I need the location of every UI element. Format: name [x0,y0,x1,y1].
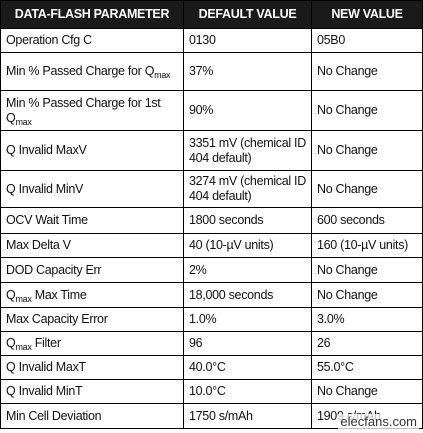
table-row: Q Invalid MaxT 40.0°C 55.0°C [0,355,423,380]
table-cell: No Change [311,282,423,308]
subscript: max [15,293,32,304]
table-cell: 05B0 [311,28,423,53]
table-row: DOD Capacity Err 2% No Change [0,257,423,283]
table-cell: 40.0°C [183,355,312,380]
header-row: DATA-FLASH PARAMETER DEFAULT VALUE NEW VAL… [0,0,423,29]
header-cell: NEW VALUE [311,0,423,29]
cell-text: Max Time [31,287,87,302]
table-cell: Q Invalid MinT [0,379,184,404]
table-cell: Max Capacity Error [0,307,184,332]
table-cell: 18,000 seconds [183,282,312,308]
table-cell: No Change [311,52,423,91]
table-cell: OCV Wait Time [0,207,184,234]
table-cell: Operation Cfg C [0,28,184,53]
table-cell: 1750 s/mAh [183,403,312,429]
table-row: Max Capacity Error 1.0% 3.0% [0,307,423,332]
subscript: max [154,70,171,80]
watermark: elecfans.com [338,414,419,429]
table-row: Q Invalid MinT 10.0°C No Change [0,379,423,404]
table-cell: 2% [183,257,312,283]
table-row: Q Invalid MaxV 3351 mV (chemical ID 404 d… [0,130,423,171]
table-cell: 90% [183,90,312,131]
cell-text: Q [6,287,16,302]
table-cell: 40 (10-µV units) [183,233,312,258]
table-cell: 1.0% [183,307,312,332]
table-cell: No Change [311,130,423,171]
table-row: Q Invalid MinV 3274 mV (chemical ID 404 d… [0,170,423,208]
table-row: Operation Cfg C 0130 05B0 [0,28,423,53]
table-cell: 1800 seconds [183,207,312,234]
table-cell: 0130 [183,28,312,53]
subscript: max [15,116,32,127]
cell-text: Q [6,336,16,350]
cell-text: Filter [31,336,61,350]
table-cell: Q Invalid MaxT [0,355,184,380]
table-cell: Max Delta V [0,233,184,258]
table-cell: Min % Passed Charge for Qmax [0,52,184,91]
table-cell: 37% [183,52,312,91]
table-cell: No Change [311,257,423,283]
table-cell: 3274 mV (chemical ID 404 default) [183,170,312,208]
table-cell: Min Cell Deviation [0,403,184,429]
table-cell: 3.0% [311,307,423,332]
table-cell: Q Invalid MinV [0,170,184,208]
table-cell: No Change [311,170,423,208]
table-cell: 55.0°C [311,355,423,380]
table-cell: Q Invalid MaxV [0,130,184,171]
subscript: max [15,342,32,352]
table-cell: 3351 mV (chemical ID 404 default) [183,130,312,171]
header-cell: DATA-FLASH PARAMETER [0,0,184,29]
table-cell: 96 [183,331,312,356]
cell-text: Min % Passed Charge for 1st Q [6,95,161,125]
header-cell: DEFAULT VALUE [183,0,312,29]
table-cell: 26 [311,331,423,356]
table-row: Qmax Filter 96 26 [0,331,423,356]
table-cell: 10.0°C [183,379,312,404]
table-row: Max Delta V 40 (10-µV units) 160 (10-µV un… [0,233,423,258]
cell-text: Min % Passed Charge for Q [6,64,155,78]
table-cell: Qmax Filter [0,331,184,356]
table-cell: No Change [311,379,423,404]
table-row: Min % Passed Charge for 1st Qmax 90% No Ch… [0,90,423,131]
table-row: Min % Passed Charge for Qmax 37% No Change [0,52,423,91]
table-cell: 600 seconds [311,207,423,234]
table-cell: DOD Capacity Err [0,257,184,283]
table-row: OCV Wait Time 1800 seconds 600 seconds [0,207,423,234]
table-cell: Qmax Max Time [0,282,184,308]
table-cell: 160 (10-µV units) [311,233,423,258]
table-cell: No Change [311,90,423,131]
table-row: Qmax Max Time 18,000 seconds No Change [0,282,423,308]
table-cell: Min % Passed Charge for 1st Qmax [0,90,184,131]
